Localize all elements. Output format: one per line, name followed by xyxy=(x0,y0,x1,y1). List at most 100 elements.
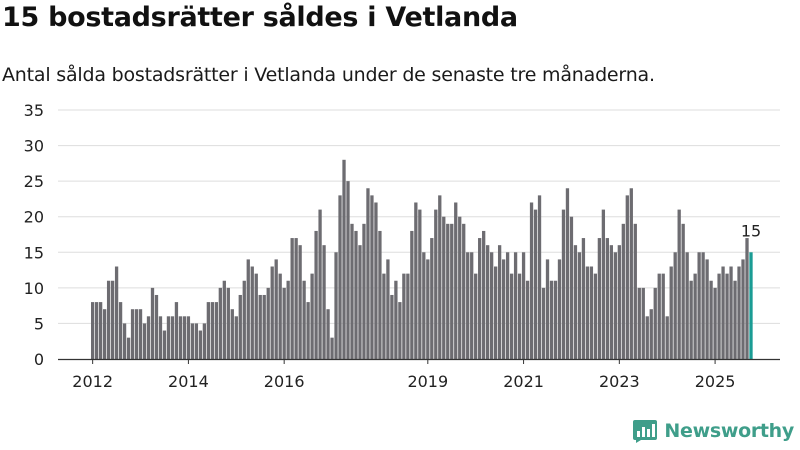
bar xyxy=(430,238,434,359)
bar xyxy=(226,287,230,359)
bar xyxy=(262,294,266,359)
bar xyxy=(310,273,314,359)
bar xyxy=(521,252,526,359)
bar xyxy=(98,302,103,359)
bar xyxy=(490,252,494,359)
bar xyxy=(685,252,689,359)
bar xyxy=(278,273,282,359)
annotations: 15 xyxy=(741,221,761,240)
bar xyxy=(697,252,701,359)
bar xyxy=(422,252,426,359)
bar xyxy=(478,238,482,359)
bar xyxy=(593,273,598,359)
bar xyxy=(601,209,606,359)
bar xyxy=(681,223,685,359)
bar xyxy=(91,302,95,359)
bar xyxy=(238,294,242,359)
bar xyxy=(162,330,167,359)
bar xyxy=(629,188,633,359)
bar xyxy=(362,223,366,359)
bar xyxy=(585,266,590,359)
bar xyxy=(474,273,478,359)
bar xyxy=(322,245,326,359)
bar xyxy=(142,323,147,359)
bar xyxy=(318,209,322,359)
x-tick-label: 2019 xyxy=(407,372,448,391)
bar xyxy=(186,316,191,359)
bar-latest xyxy=(749,252,753,359)
bar xyxy=(350,223,354,359)
bar xyxy=(737,266,741,359)
bar xyxy=(290,238,294,359)
bar xyxy=(194,323,199,359)
bar xyxy=(482,230,486,359)
bar xyxy=(206,302,211,359)
bar xyxy=(174,302,179,359)
bar xyxy=(625,195,629,359)
bar xyxy=(338,195,342,359)
y-tick-label: 35 xyxy=(24,101,44,120)
bar xyxy=(334,252,338,359)
bar xyxy=(486,245,490,359)
x-axis: 2012 2014 2016 2019 2021 2023 2025 xyxy=(58,358,780,391)
bar xyxy=(450,223,454,359)
page-title: 15 bostadsrätter såldes i Vetlanda xyxy=(2,2,518,33)
bar xyxy=(637,287,641,359)
bar xyxy=(689,280,693,359)
bar xyxy=(370,195,374,359)
brand-name: Newsworthy xyxy=(664,420,794,442)
bar xyxy=(274,259,278,359)
bar xyxy=(677,209,681,359)
bar xyxy=(701,252,705,359)
x-tick-label: 2014 xyxy=(168,372,209,391)
bar xyxy=(497,245,502,359)
bar xyxy=(569,216,574,359)
bar xyxy=(398,302,402,359)
bar xyxy=(150,287,155,359)
bar xyxy=(561,209,566,359)
x-tick-label: 2025 xyxy=(695,372,736,391)
bar xyxy=(533,209,538,359)
bar xyxy=(745,238,749,359)
bar xyxy=(581,238,586,359)
bar xyxy=(633,223,637,359)
bar xyxy=(605,238,610,359)
y-tick-label: 20 xyxy=(24,208,44,227)
bar xyxy=(462,223,466,359)
bar xyxy=(178,316,183,359)
bar xyxy=(130,309,135,359)
bar xyxy=(346,181,350,359)
x-tick-label: 2023 xyxy=(599,372,640,391)
page-subtitle: Antal sålda bostadsrätter i Vetlanda und… xyxy=(2,64,655,86)
y-tick-label: 15 xyxy=(24,243,44,262)
bar xyxy=(182,316,187,359)
bar xyxy=(242,280,246,359)
bar xyxy=(190,323,195,359)
bar xyxy=(254,273,258,359)
bar xyxy=(617,245,621,359)
bar xyxy=(118,302,123,359)
bar xyxy=(693,273,697,359)
bar xyxy=(374,202,378,359)
bar xyxy=(406,273,410,359)
bar xyxy=(454,202,458,359)
bar xyxy=(621,223,625,359)
y-tick-label: 30 xyxy=(24,137,44,156)
bar xyxy=(218,287,222,359)
bar xyxy=(326,309,330,359)
bar xyxy=(725,273,729,359)
bar xyxy=(589,266,594,359)
bar xyxy=(106,280,111,359)
bar xyxy=(613,252,617,359)
bar xyxy=(246,259,250,359)
y-tick-label: 0 xyxy=(34,350,44,369)
bar xyxy=(466,252,470,359)
bar xyxy=(446,223,450,359)
bar xyxy=(513,252,518,359)
bar xyxy=(665,316,669,359)
bar xyxy=(549,280,554,359)
bar xyxy=(386,259,390,359)
bar xyxy=(741,259,745,359)
bar xyxy=(661,273,665,359)
